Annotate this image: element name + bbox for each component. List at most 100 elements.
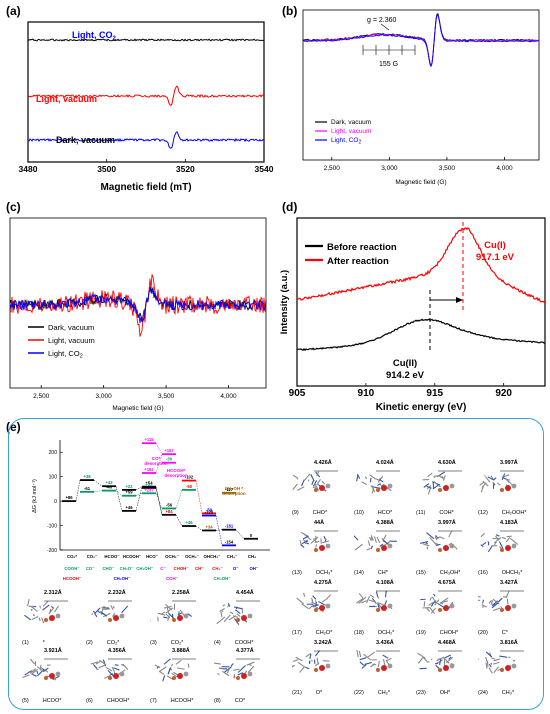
structure-18-caption: (18) OCH₂*	[354, 630, 394, 636]
structure-4: 4.454Å (4) COOH*	[214, 590, 274, 646]
chart-e-step-label-14: -30	[166, 457, 173, 462]
structure-8-bond-2	[217, 673, 220, 675]
structure-21-atom-c	[325, 663, 331, 669]
chart-c-xtick-label-1: 3,000	[96, 393, 113, 400]
chart-e-ylabel: ΔG (kJ mol⁻¹)	[32, 479, 38, 513]
structure-2-bond-11	[101, 606, 105, 612]
structure-22-graphic	[356, 649, 400, 672]
structure-18-bond-17	[358, 593, 364, 600]
chart-d-cu1-value: 917.1 eV	[476, 252, 515, 263]
structure-15-bond-9	[436, 536, 439, 539]
chart-d-series-0	[296, 318, 546, 352]
structure-15-bond-10	[422, 543, 427, 546]
structure-17-distance: 4.275Å	[314, 580, 332, 586]
structure-7-bond-0	[162, 675, 166, 682]
structure-19-bond-8	[429, 597, 432, 601]
structure-21-bond-16	[316, 657, 319, 665]
structure-18-bond-9	[384, 590, 387, 598]
structure-6-bond-2	[105, 666, 113, 672]
structure-4-bond-13	[219, 607, 225, 612]
structure-21-graphic	[292, 650, 338, 673]
structure-17-bond-3	[312, 595, 317, 600]
chart-e-xlabel-r1-8: CH₂⁻	[212, 566, 222, 571]
structure-18-atom-cu	[376, 608, 380, 612]
structure-22-atom-o	[381, 665, 387, 671]
structure-4-bond-8	[220, 611, 223, 618]
structure-21-distance: 3.242Å	[314, 640, 332, 646]
structure-14-bond-8	[384, 540, 392, 546]
chart-e-connector-10	[155, 493, 163, 509]
chart-e-step-label-19: -50	[186, 484, 193, 489]
structure-23-bond-15	[435, 662, 439, 665]
structure-2-bond-7	[104, 606, 107, 609]
structure-2-bond-12	[92, 610, 98, 618]
structure-4-distance: 4.454Å	[236, 590, 254, 596]
structure-4-atom-o	[241, 615, 247, 621]
structure-4-bond-7	[221, 610, 224, 613]
chart-b-spacing-marker	[362, 45, 416, 55]
structure-8-bond-15	[237, 672, 244, 676]
chart-e-connector-12	[155, 454, 163, 474]
structure-10-atom-o	[381, 485, 387, 491]
chart-b-legend-0: Dark, vacuum	[331, 119, 371, 126]
chart-e-connector-1	[93, 479, 103, 487]
structure-13-bond-6	[323, 535, 326, 540]
structure-24-bond-16	[493, 658, 501, 662]
structure-18-bond-2	[377, 597, 380, 599]
structure-17-bond-0	[318, 601, 326, 606]
structure-9-atom-o	[319, 485, 325, 491]
structure-4-bond-3	[235, 609, 241, 615]
structure-16-bond-16	[480, 532, 485, 538]
chart-a-xtick-label-1: 3500	[97, 164, 116, 174]
structure-9: 4.426Å (9) CHO*	[292, 460, 352, 516]
structure-9-bond-4	[304, 473, 311, 481]
chart-e-connector-21	[215, 515, 223, 546]
structure-4-bond-10	[233, 615, 239, 619]
structure-24-atom-cu	[500, 668, 504, 672]
structure-16-bond-5	[505, 537, 511, 543]
structure-9-caption: (9) CHO*	[292, 510, 327, 516]
structure-11: 4.630Å (11) COH*	[416, 460, 476, 516]
structure-8-caption: (8) CO*	[214, 698, 245, 704]
structure-1-bond-9	[30, 608, 33, 611]
structure-24-bond-7	[492, 661, 500, 665]
structure-13-atom-cu	[314, 548, 318, 552]
chart-e-ytick-label-0: -200	[47, 548, 57, 554]
structure-5-bond-8	[30, 668, 39, 675]
structure-20-bond-14	[490, 600, 494, 605]
chart-a-xtick-label-0: 3480	[19, 164, 38, 174]
structure-17-number: (17)	[292, 630, 302, 636]
structure-17-bond-16	[312, 604, 320, 610]
structure-3-bond-0	[163, 616, 168, 619]
structure-5-bond-16	[29, 668, 37, 674]
structure-7-bond-2	[171, 672, 176, 677]
structure-19-bond-14	[425, 607, 431, 612]
structure-15-bond-14	[429, 536, 436, 544]
chart-a-series-label-1: Light, vacuum	[36, 94, 97, 104]
structure-9-bond-10	[292, 474, 299, 479]
structure-18-bond-5	[356, 597, 364, 604]
structure-22-bond-16	[372, 663, 377, 666]
structure-16-bond-6	[495, 534, 500, 537]
structure-23-caption: (23) OH*	[416, 690, 450, 696]
structure-9-bond-11	[316, 471, 320, 477]
structure-14-bond-16	[370, 535, 374, 541]
structure-14-bond-17	[354, 543, 363, 551]
chart-e-step-label-1: +38	[83, 474, 91, 479]
chart-e-step-label-10: +237	[144, 487, 154, 492]
structure-2-atom-cu	[108, 618, 112, 622]
chart-c-legend: Dark, vacuum Light, vacuum Light, CO2	[28, 323, 95, 360]
chart-e-xlabel-r0-2: HCOO⁻	[104, 554, 119, 559]
chart-e-xlabel-r0-0: CO₂*	[67, 554, 77, 559]
structure-21-bond-11	[305, 652, 312, 658]
structure-10-caption: (10) HCO*	[354, 510, 392, 516]
structure-16-bond-7	[495, 535, 500, 541]
structure-10-number: (10)	[354, 510, 364, 516]
structure-9-bond-0	[312, 480, 318, 487]
structure-1-label: *	[42, 640, 45, 646]
structure-3-distance: 2.258Å	[172, 590, 190, 596]
chart-e-step-label-18: +46	[185, 520, 193, 525]
chart-b-legend: Dark, vacuum Light, vacuum Light, CO2	[315, 119, 371, 146]
structure-20-bond-1	[506, 598, 509, 605]
structure-9-bond-16	[307, 479, 310, 482]
